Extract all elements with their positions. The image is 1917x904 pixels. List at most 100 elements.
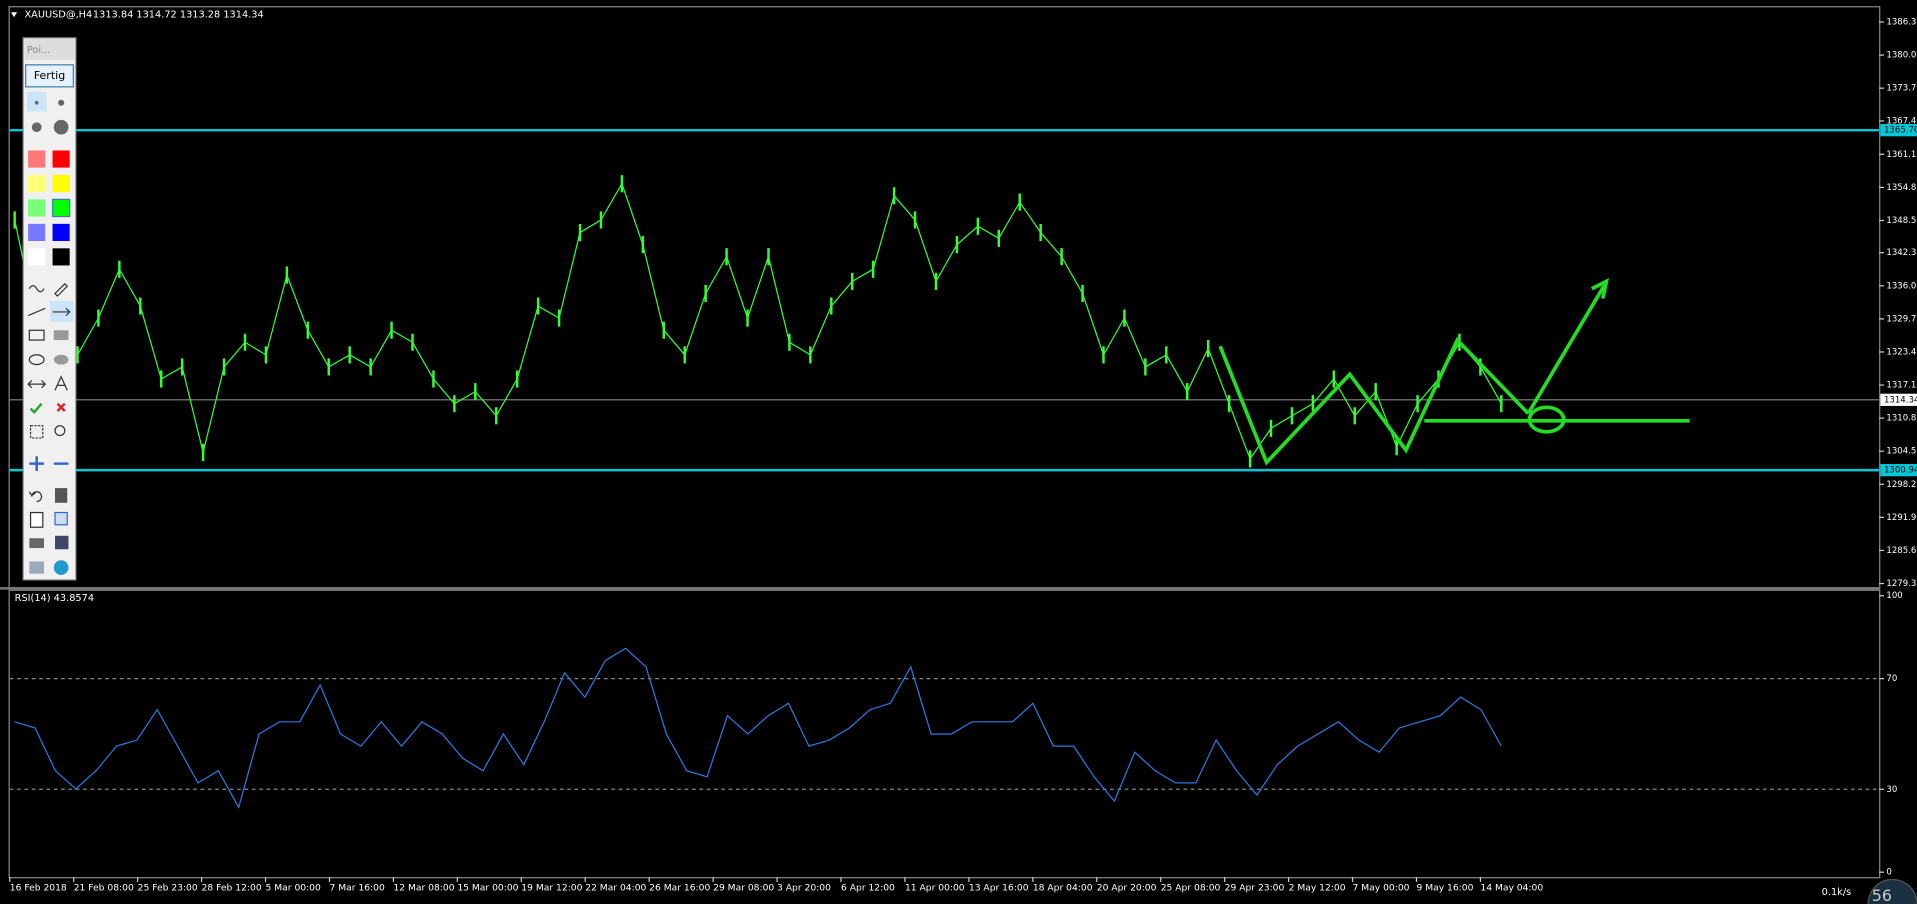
tool-info[interactable] — [53, 560, 69, 575]
tool-print[interactable] — [29, 538, 45, 549]
tool-zoom-in[interactable] — [29, 456, 45, 471]
tool-arrow[interactable] — [52, 307, 71, 317]
color-black[interactable] — [52, 248, 70, 266]
x-tick-label: 9 May 16:00 — [1416, 883, 1473, 894]
speed: 0.1k/s — [1822, 887, 1852, 898]
y-tick-label: 1354.80 — [1886, 183, 1917, 193]
color-red[interactable] — [52, 150, 70, 168]
tool-rectangle[interactable] — [28, 329, 45, 341]
tool-cancel[interactable] — [56, 402, 66, 412]
rsi-tick-label: 70 — [1886, 674, 1897, 684]
color-light-blue[interactable] — [28, 223, 46, 241]
x-tick-label: 25 Apr 08:00 — [1161, 883, 1221, 894]
rsi-line — [14, 647, 1502, 809]
x-tick-label: 2 May 12:00 — [1289, 883, 1346, 894]
x-tick-label: 28 Feb 12:00 — [202, 883, 262, 894]
x-tick-label: 22 Mar 04:00 — [585, 883, 646, 894]
y-tick-label: 1367.45 — [1886, 116, 1917, 126]
color-yellow[interactable] — [52, 174, 70, 193]
x-tick-label: 15 Mar 00:00 — [457, 883, 518, 894]
y-tick-label: 1342.35 — [1886, 248, 1917, 258]
x-tick-label: 25 Feb 23:00 — [138, 883, 198, 894]
x-tick-label: 7 Mar 16:00 — [329, 883, 384, 894]
collapse-icon[interactable] — [11, 12, 18, 18]
tool-point-large[interactable] — [31, 122, 42, 133]
x-tick-label: 14 May 04:00 — [1480, 883, 1543, 894]
color-blue[interactable] — [52, 223, 70, 241]
tool-filled-rectangle[interactable] — [53, 330, 69, 341]
x-tick-label: 29 Mar 08:00 — [713, 883, 774, 894]
tool-measure[interactable] — [27, 380, 47, 389]
y-tick-label: 1348.50 — [1886, 216, 1917, 226]
tool-new[interactable] — [29, 511, 44, 528]
x-tick-label: 3 Apr 20:00 — [777, 883, 831, 894]
symbol: XAUUSD@,H4 — [24, 10, 92, 21]
color-light-yellow[interactable] — [28, 174, 46, 193]
tool-point-medium[interactable] — [58, 99, 65, 106]
y-tick-label: 1380.00 — [1886, 51, 1917, 61]
level-tag — [1880, 464, 1917, 477]
toolbar-title: Poi... — [27, 45, 51, 56]
x-tick-label: 6 Apr 12:00 — [841, 883, 895, 894]
y-tick-label: 1317.15 — [1886, 381, 1917, 391]
rsi-label: RSI(14) 43.8574 — [15, 593, 94, 604]
rsi-tick-label: 100 — [1886, 591, 1902, 601]
y-tick-label: 1310.85 — [1886, 414, 1917, 424]
level-label: 1300.94 — [1884, 466, 1917, 476]
color-light-red[interactable] — [28, 150, 46, 168]
y-tick-label: 1361.10 — [1886, 150, 1917, 160]
rsi-panel — [8, 589, 1881, 879]
y-tick-label: 1386.30 — [1886, 18, 1917, 28]
x-tick-label: 18 Apr 04:00 — [1033, 883, 1093, 894]
rsi-tick-label: 30 — [1886, 785, 1897, 795]
tool-confirm[interactable] — [29, 402, 43, 415]
x-tick-label: 20 Apr 20:00 — [1097, 883, 1157, 894]
tool-point-xl[interactable] — [53, 119, 69, 135]
tool-line[interactable] — [27, 307, 46, 317]
tool-filled-ellipse[interactable] — [53, 354, 69, 365]
tool-undo[interactable] — [28, 491, 43, 503]
toolbar-header — [24, 39, 75, 60]
tool-delete[interactable] — [55, 488, 68, 503]
arrow-line — [1526, 282, 1607, 415]
x-tick-label: 21 Feb 08:00 — [74, 883, 134, 894]
x-tick-label: 19 Mar 12:00 — [521, 883, 582, 894]
price-line — [14, 182, 1502, 461]
done-button[interactable] — [25, 64, 74, 88]
zigzag — [1218, 336, 1530, 466]
tool-freehand[interactable] — [28, 285, 45, 293]
x-tick-label: 11 Apr 00:00 — [905, 883, 965, 894]
tool-screenshot[interactable] — [29, 561, 45, 574]
tool-eraser[interactable] — [54, 282, 69, 297]
x-tick-label: 5 Mar 00:00 — [266, 883, 321, 894]
x-tick-label: 16 Feb 2018 — [10, 883, 67, 894]
tool-ellipse[interactable] — [28, 354, 45, 366]
x-tick-label: 26 Mar 16:00 — [649, 883, 710, 894]
color-white[interactable] — [28, 248, 46, 266]
color-green[interactable] — [51, 198, 71, 218]
tool-copy[interactable] — [54, 511, 68, 526]
level-label: 1365.70 — [1884, 126, 1917, 136]
arrow-head — [1590, 278, 1610, 299]
y-tick-label: 1304.55 — [1886, 447, 1917, 457]
y-tick-label: 1336.05 — [1886, 281, 1917, 291]
tool-text[interactable] — [54, 375, 68, 391]
color-light-green[interactable] — [28, 199, 46, 217]
tool-save[interactable] — [55, 535, 69, 550]
dot — [34, 100, 39, 105]
x-tick-label: 7 May 00:00 — [1353, 883, 1410, 894]
tool-crop[interactable] — [29, 425, 44, 439]
x-tick-label: 12 Mar 08:00 — [393, 883, 454, 894]
y-tick-label: 1323.45 — [1886, 347, 1917, 357]
current-price-tag — [1880, 393, 1917, 406]
done-label: Fertig — [34, 69, 65, 82]
marks: 1386.30 1380.00 1373.70 1367.45 1361.10 1354.… — [9, 18, 1917, 894]
level-tag — [1880, 124, 1917, 137]
y-tick-label: 1329.75 — [1886, 314, 1917, 324]
tool-zoom[interactable] — [54, 425, 66, 437]
x-tick-label: 13 Apr 16:00 — [969, 883, 1029, 894]
user-drawing — [1218, 278, 1690, 466]
